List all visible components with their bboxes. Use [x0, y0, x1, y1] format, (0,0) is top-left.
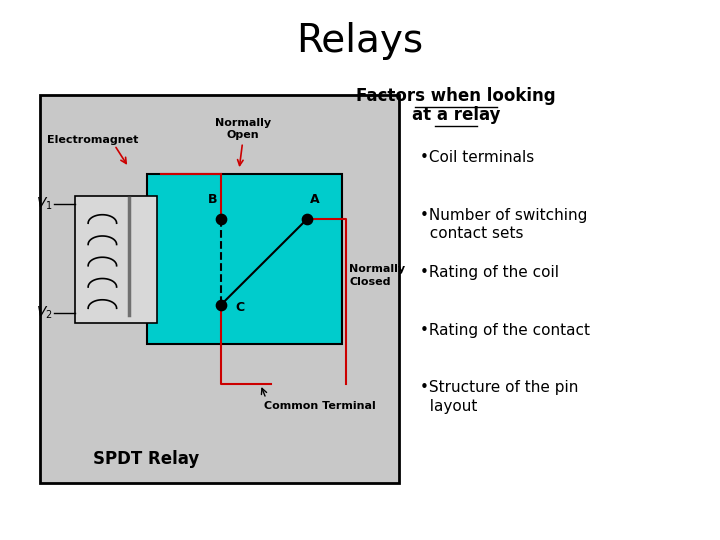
Text: Normally
Closed: Normally Closed [349, 264, 405, 287]
Text: $V_2$: $V_2$ [36, 305, 53, 321]
Text: Common Terminal: Common Terminal [264, 401, 376, 410]
Text: Factors when looking: Factors when looking [356, 87, 556, 105]
Point [215, 215, 227, 224]
Text: •Rating of the contact: •Rating of the contact [420, 322, 590, 338]
Text: Normally
Open: Normally Open [215, 118, 271, 140]
Bar [146, 174, 342, 345]
Bar [40, 94, 399, 483]
Text: •Rating of the coil: •Rating of the coil [420, 265, 559, 280]
Text: •Number of switching
  contact sets: •Number of switching contact sets [420, 208, 588, 241]
Text: •Coil terminals: •Coil terminals [420, 150, 535, 165]
Text: A: A [310, 193, 320, 206]
Point [301, 215, 312, 224]
Text: Relays: Relays [297, 22, 423, 60]
Text: SPDT Relay: SPDT Relay [94, 450, 199, 468]
Text: Electromagnet: Electromagnet [48, 135, 139, 145]
Text: $V_1$: $V_1$ [36, 195, 53, 212]
Bar [76, 195, 157, 323]
Text: at a relay: at a relay [412, 106, 500, 124]
Text: C: C [235, 301, 245, 314]
Text: B: B [208, 193, 217, 206]
Text: •Structure of the pin
  layout: •Structure of the pin layout [420, 380, 579, 414]
Point [215, 300, 227, 309]
